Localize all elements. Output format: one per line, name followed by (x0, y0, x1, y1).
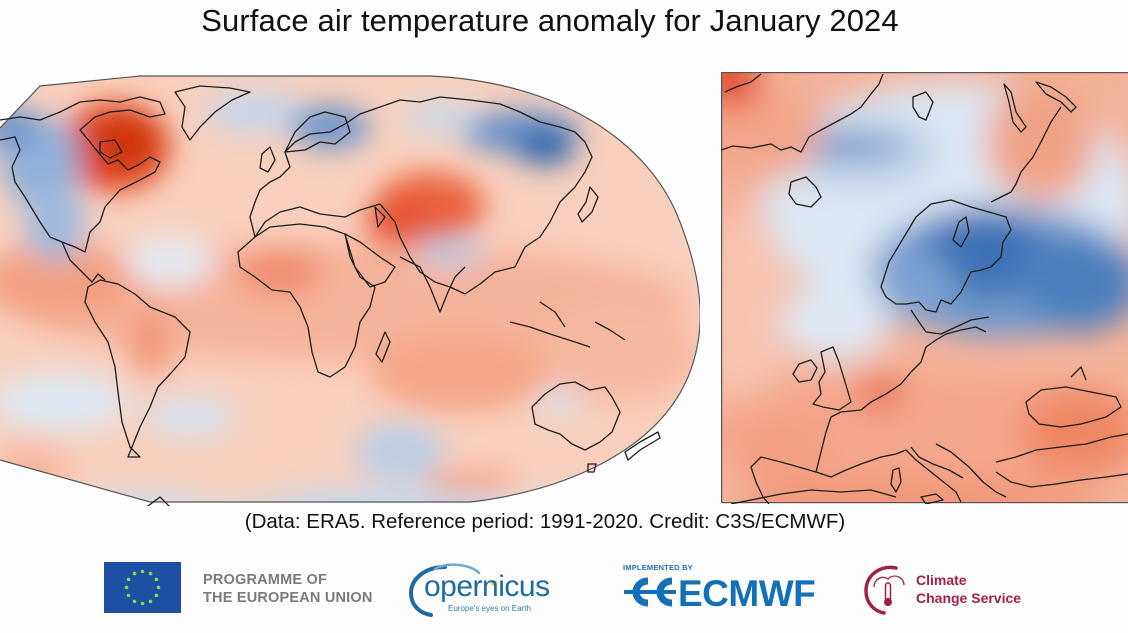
logo-bar: PROGRAMME OF THE EUROPEAN UNION opernicu… (0, 555, 1128, 625)
eu-line-2: THE EUROPEAN UNION (203, 590, 373, 606)
eu-flag-icon (104, 562, 181, 613)
eu-star-icon (126, 577, 131, 582)
eu-star-icon (140, 569, 145, 574)
ccs-line-2: Change Service (916, 590, 1022, 606)
europe-anomaly-field (722, 73, 1128, 502)
world-map-border (0, 75, 700, 503)
data-credit: (Data: ERA5. Reference period: 1991-2020… (244, 510, 846, 533)
copernicus-wordmark: opernicus (424, 570, 550, 603)
europe-anomaly-map (721, 72, 1128, 504)
copernicus-tagline: Europe's eyes on Earth (448, 604, 531, 613)
ecmwf-wordmark: ECMWF (678, 573, 816, 614)
eu-line-1: PROGRAMME OF (203, 572, 328, 588)
world-anomaly-field (0, 76, 700, 502)
eu-star-icon (154, 593, 159, 598)
eu-star-icon (140, 601, 145, 606)
eu-star-icon (132, 599, 137, 604)
implemented-by-label: IMPLEMENTED BY (623, 563, 693, 572)
eu-star-icon (148, 571, 153, 576)
climate-change-service-logo-icon (864, 565, 905, 615)
ecmwf-logo-icon (624, 577, 676, 607)
eu-programme-label: PROGRAMME OF THE EUROPEAN UNION (203, 571, 373, 607)
eu-star-icon (124, 585, 129, 590)
eu-star-icon (132, 571, 137, 576)
eu-star-icon (148, 599, 153, 604)
climate-change-service-label: Climate Change Service (916, 571, 1021, 607)
world-coastlines (0, 85, 661, 506)
eu-star-icon (156, 585, 161, 590)
eu-star-icon (126, 593, 131, 598)
eu-star-icon (154, 577, 159, 582)
world-anomaly-map (0, 75, 700, 506)
page-title: Surface air temperature anomaly for Janu… (201, 3, 899, 38)
ccs-line-1: Climate (916, 572, 967, 588)
europe-coastlines (721, 73, 1128, 504)
copernicus-logo-icon (408, 563, 497, 617)
